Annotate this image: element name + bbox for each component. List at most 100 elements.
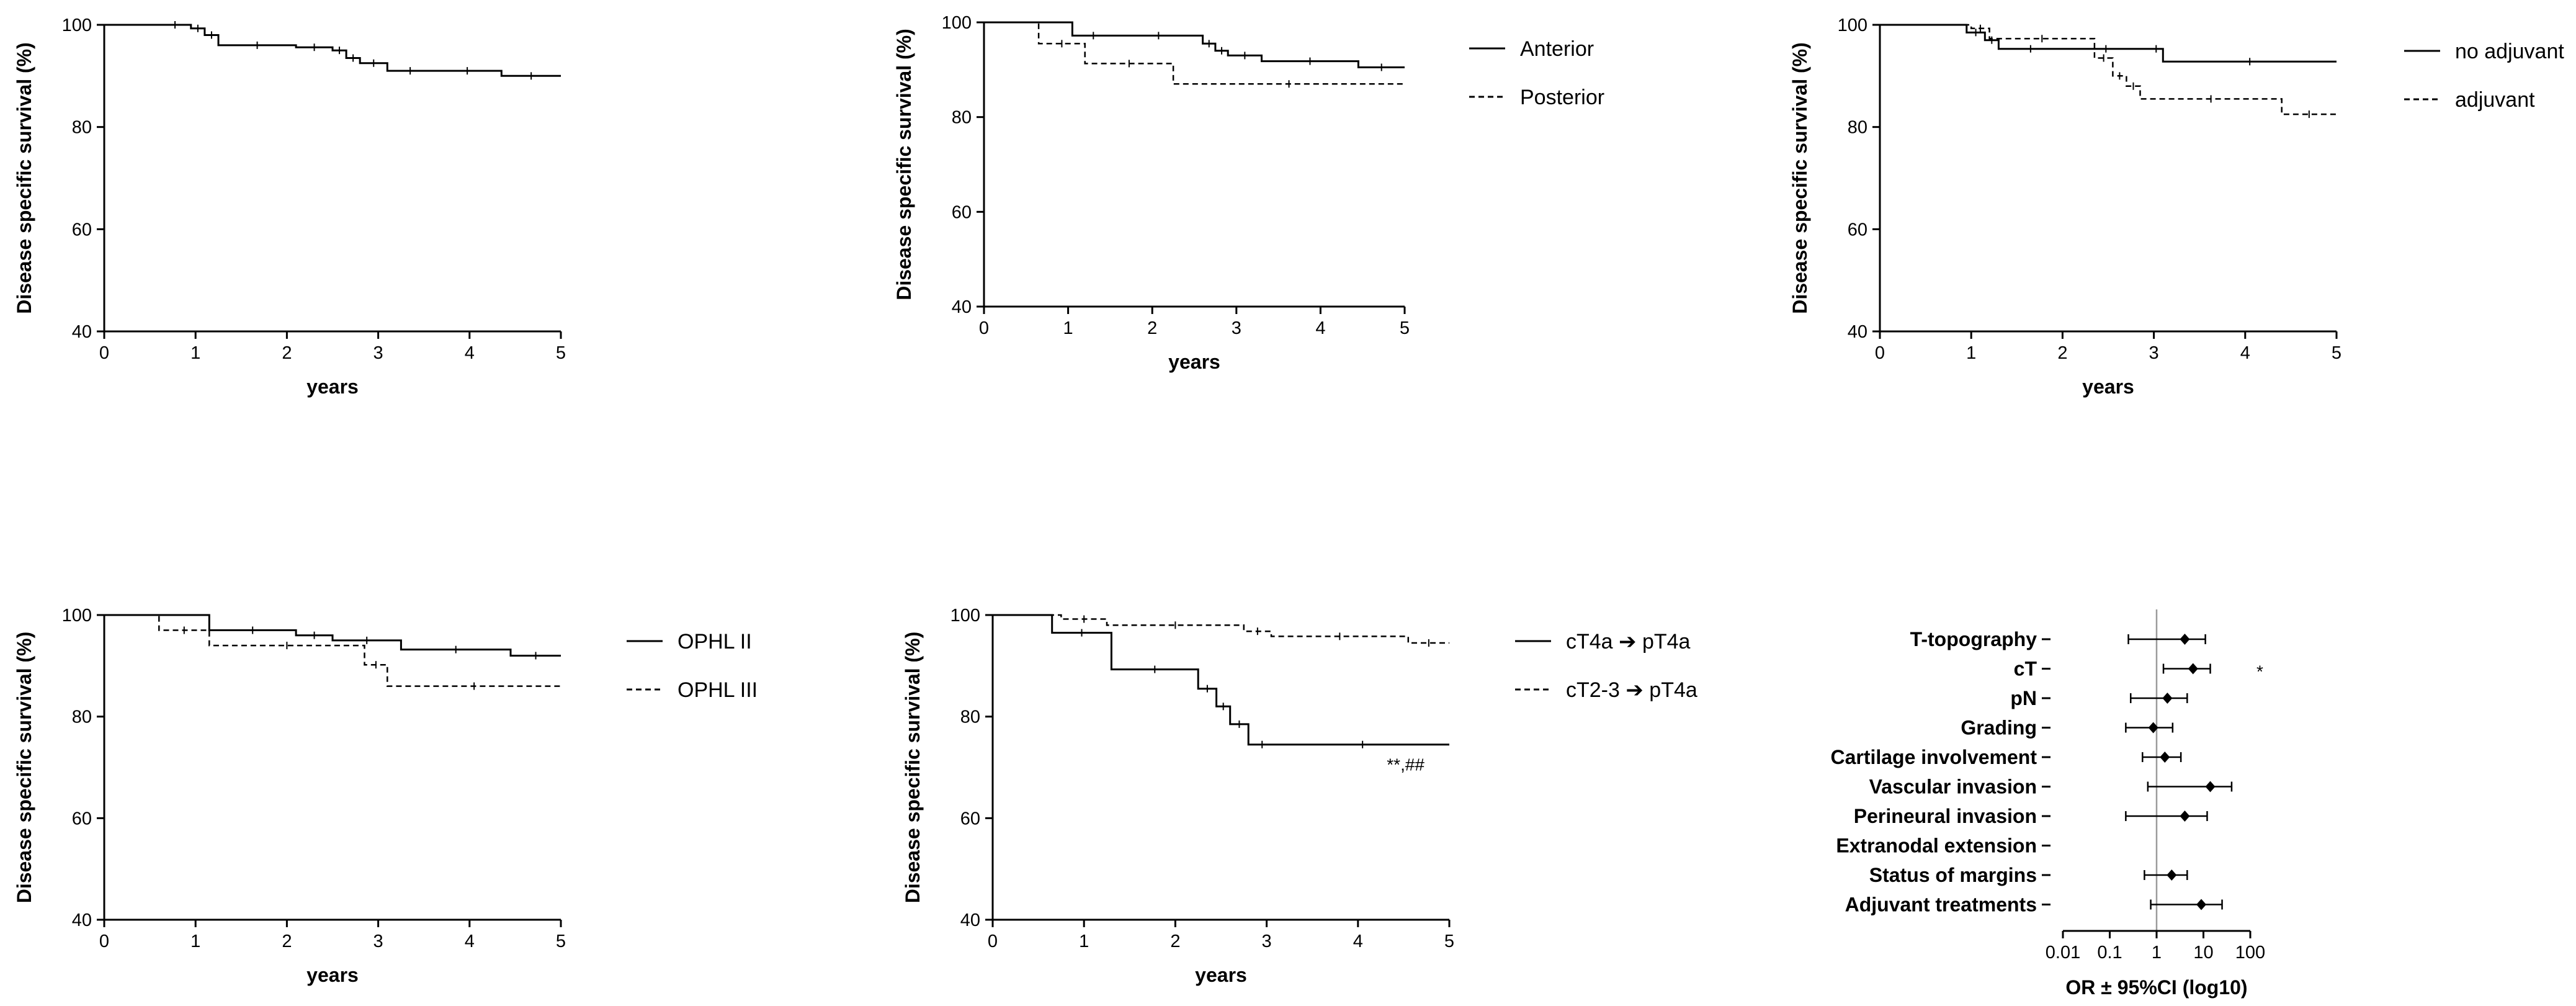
or-marker-vascular-invasion (2205, 781, 2216, 793)
y-tick-label: 80 (72, 118, 92, 138)
x-tick-label: 1 (2152, 943, 2162, 963)
km-chart-c: 40 60 80 100 0 1 2 3 4 5 years Disease specific sur… (1789, 16, 2564, 398)
row-label-adjuvant-treatments: Adjuvant treatments (1845, 894, 2037, 916)
x-axis-title: years (2082, 375, 2134, 398)
km-chart-a: 40 60 80 100 0 1 2 3 4 5 years Disease specific sur… (13, 16, 566, 398)
x-tick-label: 5 (1444, 932, 1454, 951)
y-tick-label: 40 (1848, 322, 1867, 342)
x-tick-label: 0 (988, 932, 998, 951)
x-tick-label: 100 (2235, 943, 2265, 963)
y-tick-label: 60 (72, 220, 92, 240)
x-axis-title: OR ± 95%CI (log10) (2065, 976, 2247, 999)
survival-curve-overall (104, 24, 561, 77)
x-axis-title: years (306, 375, 359, 398)
row-label-extranodal-extension: Extranodal extension (1836, 835, 2037, 857)
legend-label-ophl-ii: OPHL II (678, 630, 752, 653)
y-tick-label: 60 (72, 809, 92, 829)
x-axis-title: years (306, 964, 359, 986)
x-tick-label: 10 (2193, 943, 2213, 963)
x-tick-label: 4 (465, 932, 475, 951)
x-tick-label: 0 (979, 318, 989, 338)
row-label-ct: cT (2014, 658, 2037, 680)
x-tick-label: 3 (373, 932, 383, 951)
or-marker-adjuvant-treatments (2196, 899, 2207, 910)
y-axis-title: Disease specific survival (%) (1789, 42, 1811, 314)
y-axis-title: Disease specific survival (%) (13, 632, 35, 904)
legend-label-ophl-iii: OPHL III (678, 678, 758, 702)
x-tick-label: 2 (282, 343, 292, 363)
survival-curve-anterior (984, 21, 1405, 68)
km-chart-b: 40 60 80 100 0 1 2 3 4 5 years Disease specific sur… (893, 13, 1604, 373)
y-tick-label: 40 (72, 322, 92, 342)
or-marker-perineural-invasion (2180, 811, 2190, 822)
forest-plot: 0.01 0.1 1 10 100 OR ± 95%CI (log10) T-topogra… (1830, 609, 2265, 999)
row-label-t-topography: T-topography (1910, 628, 2037, 650)
or-marker-pn (2162, 693, 2173, 704)
row-label-perineural-invasion: Perineural invasion (1854, 805, 2037, 827)
survival-curve-posterior (984, 21, 1405, 85)
survival-curve-ophl-iii (104, 614, 561, 687)
y-tick-label: 100 (942, 13, 972, 33)
legend-label-anterior: Anterior (1520, 37, 1594, 61)
x-tick-label: 5 (556, 932, 566, 951)
y-axis-title: Disease specific survival (%) (893, 29, 915, 300)
survival-curve-ct2-3-pt4a (993, 614, 1449, 644)
x-tick-label: 1 (1966, 343, 1976, 363)
x-tick-label: 0 (1875, 343, 1885, 363)
y-tick-label: 100 (62, 16, 92, 35)
y-axis-title: Disease specific survival (%) (901, 632, 924, 904)
x-tick-label: 4 (465, 343, 475, 363)
x-tick-label: 5 (2332, 343, 2341, 363)
or-marker-grading (2148, 722, 2158, 734)
x-tick-label: 4 (1315, 318, 1325, 338)
survival-curve-adjuvant (1880, 24, 2337, 115)
row-label-grading: Grading (1961, 717, 2037, 739)
survival-curve-no-adjuvant (1880, 24, 2337, 63)
x-tick-label: 4 (2240, 343, 2250, 363)
survival-curve-ct4a-pt4a (993, 614, 1449, 746)
x-tick-label: 2 (2057, 343, 2067, 363)
x-tick-label: 3 (1262, 932, 1272, 951)
y-tick-label: 80 (952, 108, 972, 128)
y-axis-title: Disease specific survival (%) (13, 42, 35, 314)
x-axis-title: years (1195, 964, 1247, 986)
or-marker-ct (2188, 663, 2198, 675)
x-tick-label: 1 (1079, 932, 1089, 951)
y-tick-label: 40 (960, 910, 980, 930)
x-tick-label: 0 (99, 343, 109, 363)
x-tick-label: 5 (556, 343, 566, 363)
y-tick-label: 80 (960, 707, 980, 727)
legend-label-ct2-3-pt4a: cT2-3 ➔ pT4a (1566, 678, 1697, 702)
legend-label-ct4a-pt4a: cT4a ➔ pT4a (1566, 630, 1691, 653)
row-label-pn: pN (2010, 687, 2037, 709)
survival-curve-ophl-ii (104, 614, 561, 657)
row-label-status-of-margins: Status of margins (1869, 864, 2037, 886)
legend-label-no-adjuvant: no adjuvant (2455, 40, 2564, 63)
x-tick-label: 2 (1170, 932, 1180, 951)
km-chart-e: 40 60 80 100 0 1 2 3 4 5 years Disease specific sur… (901, 606, 1697, 986)
significance-annotation: **,## (1387, 755, 1424, 775)
or-marker-t-topography (2180, 634, 2190, 645)
y-tick-label: 40 (72, 910, 92, 930)
legend-label-adjuvant: adjuvant (2455, 88, 2535, 112)
y-tick-label: 80 (72, 707, 92, 727)
x-tick-label: 2 (282, 932, 292, 951)
legend-label-posterior: Posterior (1520, 86, 1604, 109)
or-marker-status-of-margins (2167, 869, 2177, 881)
km-chart-d: 40 60 80 100 0 1 2 3 4 5 years Disease specific sur… (13, 606, 758, 986)
x-tick-label: 0.1 (2097, 943, 2122, 963)
y-tick-label: 100 (1838, 16, 1867, 35)
row-label-vascular-invasion: Vascular invasion (1869, 776, 2037, 798)
y-tick-label: 80 (1848, 118, 1867, 138)
y-tick-label: 60 (960, 809, 980, 829)
y-tick-label: 60 (952, 202, 972, 222)
y-tick-label: 60 (1848, 220, 1867, 240)
x-tick-label: 0 (99, 932, 109, 951)
y-tick-label: 40 (952, 297, 972, 317)
x-tick-label: 0.01 (2046, 943, 2080, 963)
x-tick-label: 3 (2149, 343, 2159, 363)
x-tick-label: 1 (1063, 318, 1073, 338)
y-tick-label: 100 (950, 606, 980, 626)
row-label-cartilage-involvement: Cartilage involvement (1830, 746, 2037, 768)
